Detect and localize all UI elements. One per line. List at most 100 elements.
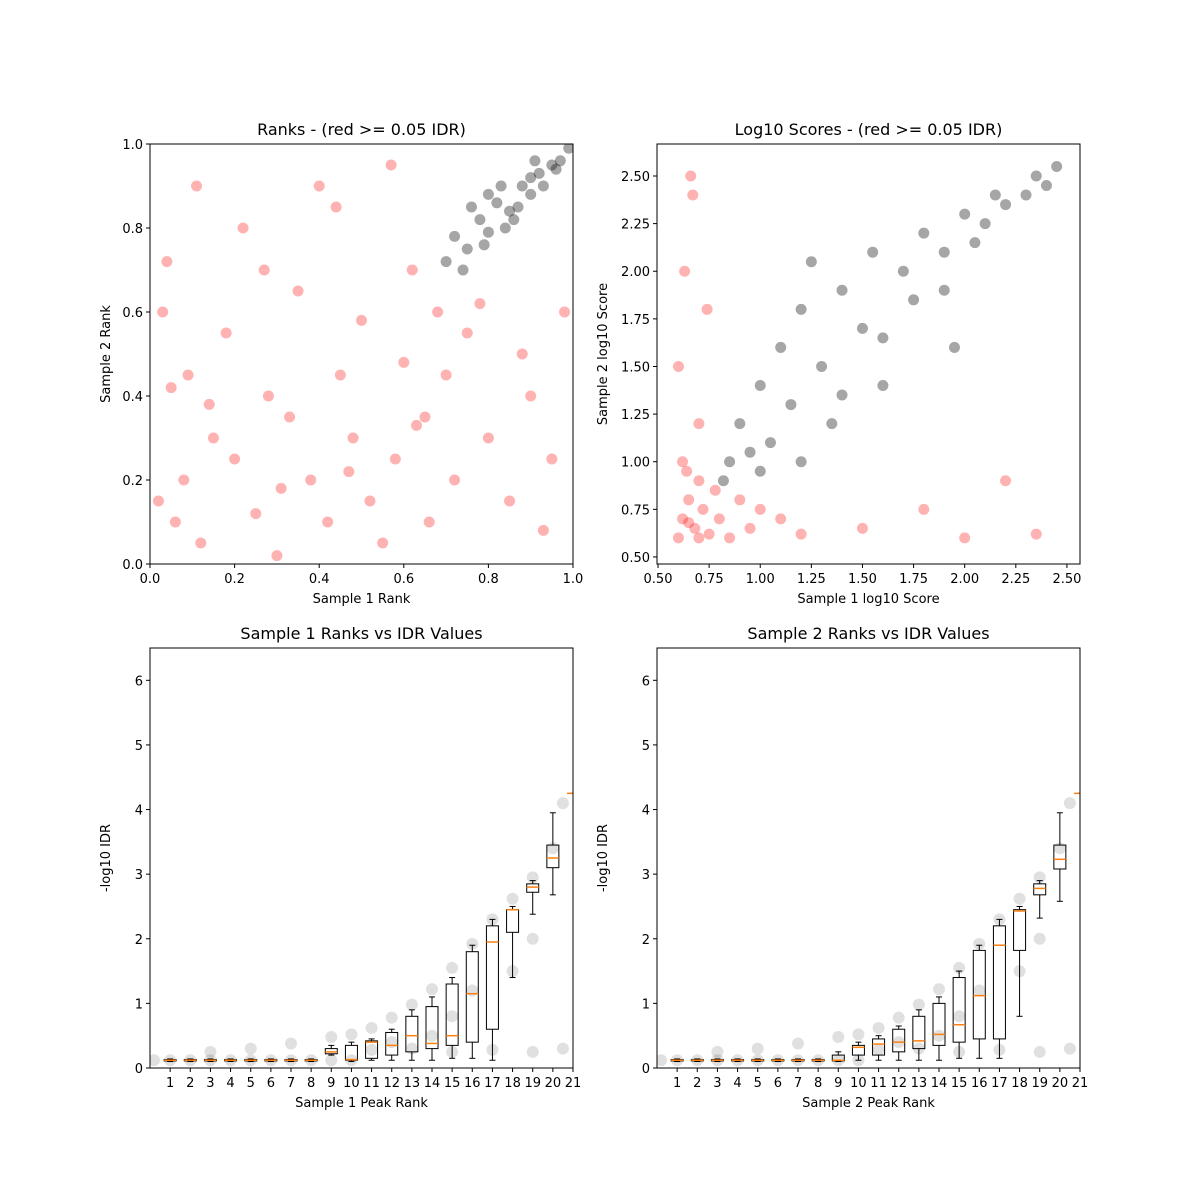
x-tick-label: 8	[307, 1076, 315, 1091]
x-tick-label: 5	[247, 1076, 255, 1091]
point	[973, 937, 986, 950]
point	[872, 1043, 885, 1056]
y-tick-label: 1.50	[621, 360, 650, 375]
x-tick-label: 12	[383, 1076, 400, 1091]
box	[1033, 883, 1047, 896]
point	[979, 218, 991, 230]
point	[1030, 170, 1042, 182]
x-tick-label: 2.50	[1052, 572, 1081, 587]
point	[908, 294, 920, 306]
point	[250, 508, 262, 520]
x-axis-label: Sample 1 Peak Rank	[295, 1096, 428, 1111]
x-tick-label: 13	[911, 1076, 928, 1091]
point	[446, 1010, 459, 1023]
point	[474, 214, 486, 226]
point	[872, 1021, 885, 1034]
point	[207, 432, 219, 444]
point	[345, 1028, 358, 1041]
x-tick-label: 6	[774, 1076, 782, 1091]
y-tick-label: 0.75	[621, 503, 650, 518]
x-tick-label: 4	[733, 1076, 741, 1091]
point	[892, 1011, 905, 1024]
chart-title: Sample 1 Ranks vs IDR Values	[240, 624, 482, 643]
y-axis-label: -log10 IDR	[99, 824, 114, 892]
point	[461, 327, 473, 339]
y-tick-label: 0.50	[621, 551, 650, 566]
point	[713, 513, 725, 525]
point	[724, 456, 736, 468]
point	[697, 503, 709, 515]
point	[482, 188, 494, 200]
x-tick-label: 12	[890, 1076, 907, 1091]
x-tick-label: 3	[206, 1076, 214, 1091]
point	[554, 155, 566, 167]
x-tick-label: 1.75	[899, 572, 928, 587]
point	[364, 495, 376, 507]
x-tick-label: 7	[287, 1076, 295, 1091]
point	[385, 159, 397, 171]
y-tick-label: 4	[642, 804, 650, 819]
point	[948, 341, 960, 353]
box	[992, 925, 1006, 1040]
point	[744, 446, 756, 458]
x-tick-label: 15	[951, 1076, 968, 1091]
box	[872, 1038, 886, 1056]
x-tick-label: 11	[363, 1076, 380, 1091]
y-tick-label: 1.0	[122, 138, 143, 153]
point	[377, 537, 389, 549]
point	[556, 797, 569, 810]
point	[229, 453, 241, 465]
box	[365, 1040, 379, 1059]
point	[237, 222, 249, 234]
point	[785, 399, 797, 411]
point	[877, 380, 889, 392]
x-tick-label: 2	[693, 1076, 701, 1091]
point	[537, 524, 549, 536]
axes-frame	[149, 647, 574, 1069]
plot-area	[152, 144, 573, 562]
point	[432, 306, 444, 318]
x-axis-label: Sample 2 Peak Rank	[802, 1096, 935, 1111]
x-tick-label: 1.25	[797, 572, 826, 587]
point	[152, 495, 164, 507]
y-tick-label: 6	[642, 674, 650, 689]
point	[423, 516, 435, 528]
point	[1033, 1045, 1046, 1058]
point	[703, 528, 715, 540]
y-tick-label: 0.0	[122, 558, 143, 573]
y-tick-label: 1	[642, 997, 650, 1012]
point	[933, 983, 945, 996]
point	[683, 494, 695, 506]
y-tick-label: 0	[642, 1062, 650, 1077]
box	[385, 1031, 399, 1056]
point	[792, 1037, 804, 1050]
x-tick-label: 20	[545, 1076, 562, 1091]
x-tick-label: 19	[1031, 1076, 1048, 1091]
box	[892, 1028, 906, 1053]
x-tick-label: 1	[166, 1076, 174, 1091]
x-tick-label: 11	[870, 1076, 887, 1091]
box	[465, 951, 479, 1043]
point	[683, 517, 695, 529]
point	[504, 495, 516, 507]
point	[681, 465, 693, 477]
box	[445, 983, 459, 1046]
point	[836, 284, 848, 296]
axes-frame	[149, 143, 574, 565]
point	[406, 264, 418, 276]
x-tick-label: 0.6	[393, 572, 414, 587]
plot-area	[672, 160, 1063, 544]
point	[969, 237, 981, 249]
point	[693, 475, 705, 487]
x-tick-label: 2	[186, 1076, 194, 1091]
point	[284, 411, 296, 423]
point	[546, 159, 558, 171]
plot-area	[657, 792, 1080, 1067]
x-tick-label: 18	[504, 1076, 521, 1091]
point	[347, 432, 359, 444]
point	[533, 167, 545, 179]
box	[1053, 844, 1067, 870]
point	[203, 398, 215, 410]
point	[563, 144, 573, 154]
